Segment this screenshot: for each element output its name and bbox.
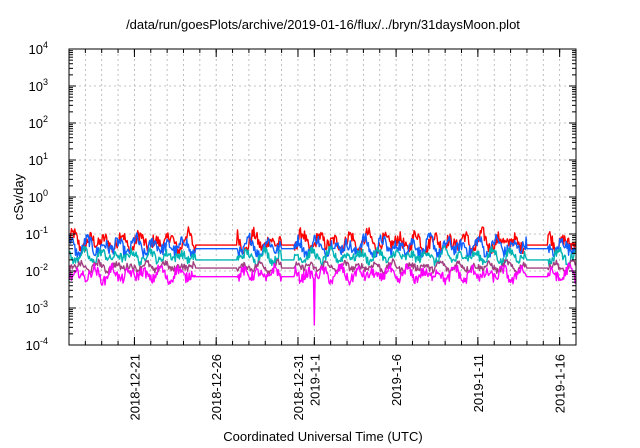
y-tick-exponent: 3: [43, 77, 48, 87]
y-tick-exponent: 4: [43, 40, 48, 50]
x-tick-label: 2019-1-11: [471, 354, 486, 412]
series-line: [68, 245, 577, 267]
y-tick-label: 10-3: [26, 299, 48, 316]
y-tick-exponent: 2: [43, 114, 48, 124]
series-line: [68, 226, 577, 254]
x-tick-label: 2018-12-21: [127, 354, 142, 421]
grid-lines: [69, 49, 576, 345]
y-tick-base: 10: [26, 338, 40, 353]
x-tick-label: 2019-1-1: [307, 354, 322, 406]
y-tick-base: 10: [26, 227, 40, 242]
y-tick-label: 10-1: [26, 225, 48, 242]
x-tick-label: 2019-1-16: [553, 354, 568, 413]
y-tick-base: 10: [29, 116, 43, 131]
y-tick-base: 10: [29, 42, 43, 57]
x-tick-label: 2019-1-6: [389, 354, 404, 406]
x-tick-label: 2018-12-31: [291, 354, 306, 421]
y-tick-base: 10: [26, 301, 40, 316]
y-tick-exponent: -1: [40, 225, 48, 235]
chart-title: /data/run/goesPlots/archive/2019-01-16/f…: [126, 17, 520, 32]
y-tick-base: 10: [29, 79, 43, 94]
y-tick-exponent: -3: [40, 299, 48, 309]
y-tick-label: 100: [29, 188, 48, 205]
plot-area: [68, 226, 577, 326]
y-tick-exponent: -4: [40, 336, 48, 346]
y-tick-label: 101: [29, 151, 48, 168]
y-tick-label: 10-4: [26, 336, 48, 353]
y-tick-label: 104: [29, 40, 48, 57]
y-tick-base: 10: [29, 190, 43, 205]
series-line: [68, 262, 577, 326]
y-tick-exponent: 0: [43, 188, 48, 198]
y-tick-label: 10-2: [26, 262, 48, 279]
y-tick-label: 103: [29, 77, 48, 94]
y-tick-base: 10: [26, 264, 40, 279]
x-axis: 2018-12-21 2018-12-26 2018-12-31 2019-1-1 20…: [84, 49, 568, 421]
x-tick-label: 2018-12-26: [209, 354, 224, 421]
y-tick-base: 10: [29, 153, 43, 168]
series-line: [68, 232, 577, 258]
y-tick-label: 102: [29, 114, 48, 131]
x-axis-label: Coordinated Universal Time (UTC): [223, 429, 422, 444]
y-axis-label: cSv/day: [11, 173, 26, 220]
y-tick-exponent: 1: [43, 151, 48, 161]
y-tick-exponent: -2: [40, 262, 48, 272]
